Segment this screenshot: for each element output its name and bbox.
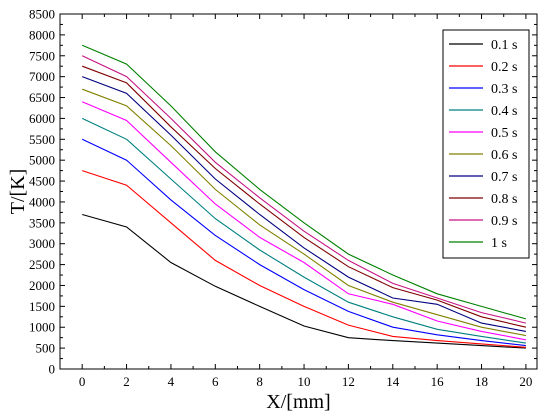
- series-line-2: [82, 170, 526, 348]
- series-line-5: [81, 101, 527, 341]
- y-tick-label: 1000: [29, 320, 55, 335]
- y-tick-label: 8500: [29, 7, 55, 22]
- series-line-6: [82, 88, 527, 337]
- legend-label: 0.9 s: [491, 214, 517, 229]
- plot-frame: [59, 13, 538, 370]
- x-tick-label: 20: [519, 374, 532, 389]
- legend-label: 0.5 s: [491, 126, 517, 141]
- y-axis-label: T/[K]: [7, 169, 29, 215]
- legend-label: 0.8 s: [491, 192, 517, 207]
- x-tick-label: 0: [79, 374, 86, 389]
- legend-label: 0.2 s: [491, 60, 517, 75]
- y-tick-label: 5000: [29, 153, 55, 168]
- y-axis-ticks: 0 500 1000 1500 2000 2500 3000 3500 4000 4500 5000…: [29, 7, 537, 377]
- legend-label: 1 s: [491, 236, 507, 251]
- y-tick-label: 2000: [29, 278, 55, 293]
- legend-label: 0.7 s: [491, 170, 517, 185]
- y-tick-label: 1500: [29, 299, 55, 314]
- x-tick-label: 10: [298, 374, 311, 389]
- x-axis-label: X/[mm]: [266, 391, 330, 413]
- series-line-7: [82, 76, 527, 332]
- x-tick-label: 8: [256, 374, 263, 389]
- y-tick-label: 7500: [29, 48, 55, 63]
- y-tick-label: 0: [49, 362, 56, 377]
- legend: 0.1 s 0.2 s 0.3 s 0.4 s 0.5 s 0.6 s 0.7 s 0.8 s…: [442, 29, 530, 259]
- series-lines: [81, 44, 527, 349]
- legend-label: 0.6 s: [491, 148, 517, 163]
- y-tick-label: 7000: [29, 69, 55, 84]
- y-tick-label: 6000: [29, 111, 55, 126]
- x-tick-label: 6: [212, 374, 219, 389]
- y-tick-label: 2500: [29, 257, 55, 272]
- y-tick-label: 5500: [29, 132, 55, 147]
- x-tick-label: 14: [386, 374, 400, 389]
- x-tick-label: 12: [342, 374, 355, 389]
- x-tick-label: 18: [475, 374, 488, 389]
- legend-label: 0.1 s: [491, 38, 517, 53]
- x-tick-label: 16: [431, 374, 445, 389]
- series-line-8: [82, 65, 527, 328]
- y-tick-label: 4000: [29, 194, 55, 209]
- series-line-10: [81, 44, 527, 320]
- series-line-3: [81, 138, 526, 347]
- x-axis-ticks: 0 2 4 6 8 10 12 14 16 18 20: [79, 14, 532, 389]
- y-tick-label: 6500: [29, 90, 55, 105]
- y-tick-label: 500: [36, 341, 56, 356]
- y-tick-label: 3000: [29, 236, 55, 251]
- series-line-4: [81, 117, 526, 344]
- legend-label: 0.4 s: [491, 104, 517, 119]
- series-line-9: [81, 55, 527, 324]
- x-tick-label: 2: [123, 374, 130, 389]
- series-line-1: [82, 213, 526, 349]
- y-tick-label: 8000: [29, 27, 55, 42]
- y-tick-label: 4500: [29, 174, 55, 189]
- y-tick-label: 3500: [29, 215, 55, 230]
- x-tick-label: 4: [168, 374, 175, 389]
- legend-label: 0.3 s: [491, 82, 517, 97]
